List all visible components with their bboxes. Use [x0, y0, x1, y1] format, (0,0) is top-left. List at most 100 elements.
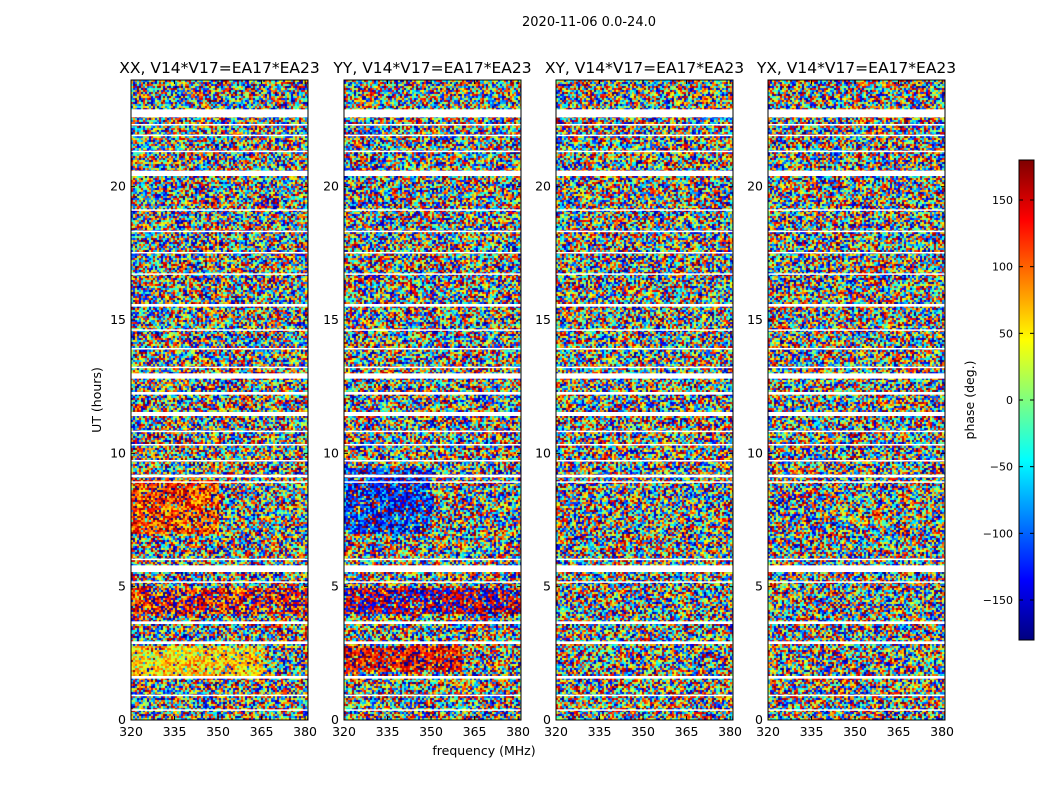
flagged-band	[556, 676, 733, 679]
x-tick-label: 365	[250, 724, 274, 739]
flagged-band	[768, 474, 945, 478]
flagged-band	[768, 558, 945, 561]
flagged-band	[131, 430, 308, 433]
panel-title: XX, V14*V17=EA17*EA23	[119, 59, 319, 77]
x-tick-label: 320	[332, 724, 356, 739]
x-tick-label: 365	[463, 724, 487, 739]
flagged-band	[556, 304, 733, 307]
flagged-band	[768, 170, 945, 176]
flagged-band	[768, 366, 945, 369]
flagged-band	[768, 460, 945, 462]
y-tick-label: 15	[110, 312, 126, 327]
flagged-band	[768, 581, 945, 583]
x-tick-label: 335	[800, 724, 824, 739]
panels: XX, V14*V17=EA17*EA23 320 335 350 365 380 0 5 10…	[110, 59, 956, 739]
flagged-band	[768, 565, 945, 572]
y-tick-label: 10	[110, 445, 126, 460]
x-tick-label: 335	[588, 724, 612, 739]
flagged-band	[556, 170, 733, 176]
flagged-band	[768, 134, 945, 137]
x-tick-label: 350	[419, 724, 443, 739]
flagged-band	[344, 558, 521, 561]
flagged-band	[768, 329, 945, 331]
phase-raster	[768, 80, 945, 720]
y-tick-label: 5	[331, 579, 339, 594]
flagged-band	[344, 694, 521, 697]
x-tick-label: 320	[544, 724, 568, 739]
x-tick-label: 350	[206, 724, 230, 739]
flagged-band	[344, 481, 521, 483]
flagged-band	[344, 348, 521, 350]
flagged-band	[131, 709, 308, 711]
flagged-band	[344, 581, 521, 583]
flagged-band	[556, 694, 733, 697]
colorbar-tick-label: 0	[1006, 394, 1013, 407]
y-tick-label: 15	[323, 312, 339, 327]
colorbar: −150 −100 −50 0 50 100 150	[983, 159, 1035, 641]
flagged-band	[131, 329, 308, 331]
flagged-band	[768, 412, 945, 416]
y-tick-label: 0	[755, 712, 763, 727]
x-tick-label: 380	[506, 724, 530, 739]
flagged-band	[556, 621, 733, 624]
flagged-band	[131, 366, 308, 369]
flagged-band	[344, 209, 521, 211]
panel-frame	[130, 79, 309, 721]
flagged-band	[768, 209, 945, 211]
x-tick-label: 380	[718, 724, 742, 739]
panel-frame	[343, 79, 522, 721]
flagged-band	[344, 273, 521, 275]
y-tick-label: 0	[118, 712, 126, 727]
flagged-band	[556, 134, 733, 137]
flagged-band	[131, 273, 308, 275]
flagged-band	[344, 170, 521, 176]
flagged-band	[556, 558, 733, 561]
flagged-band	[768, 621, 945, 624]
flagged-band	[768, 430, 945, 433]
x-tick-label: 335	[376, 724, 400, 739]
x-tick-label: 335	[163, 724, 187, 739]
flagged-band	[131, 109, 308, 118]
panel-1: XX, V14*V17=EA17*EA23 320 335 350 365 380 0 5 10…	[110, 59, 320, 739]
flagged-band	[768, 392, 945, 395]
y-tick-label: 5	[755, 579, 763, 594]
flagged-band	[344, 109, 521, 118]
flagged-band	[556, 230, 733, 233]
flagged-band	[768, 252, 945, 254]
flagged-band	[131, 392, 308, 395]
phase-raster	[344, 80, 521, 720]
flagged-band	[344, 150, 521, 153]
flagged-band	[344, 676, 521, 679]
colorbar-tick-label: −150	[983, 594, 1013, 607]
flagged-band	[131, 373, 308, 379]
y-tick-label: 15	[535, 312, 551, 327]
flagged-band	[768, 444, 945, 446]
y-tick-label: 20	[323, 179, 339, 194]
flagged-band	[556, 430, 733, 433]
flagged-band	[344, 252, 521, 254]
flagged-band	[768, 304, 945, 307]
y-tick-label: 20	[747, 179, 763, 194]
phase-raster	[556, 80, 733, 720]
flagged-band	[131, 474, 308, 478]
flagged-band	[344, 444, 521, 446]
panel-frame	[767, 79, 946, 721]
flagged-band	[131, 460, 308, 462]
panel-2: YY, V14*V17=EA17*EA23 320 335 350 365 380 0 5 10…	[323, 59, 531, 739]
flagged-band	[131, 621, 308, 624]
flagged-band	[556, 252, 733, 254]
flagged-band	[768, 109, 945, 118]
x-tick-label: 380	[930, 724, 954, 739]
flagged-band	[768, 373, 945, 379]
flagged-band	[556, 150, 733, 153]
flagged-band	[131, 348, 308, 350]
flagged-band	[131, 558, 308, 561]
flagged-band	[768, 348, 945, 350]
colorbar-tick-label: 50	[999, 327, 1013, 340]
flagged-band	[344, 329, 521, 331]
flagged-band	[768, 709, 945, 711]
flagged-band	[768, 481, 945, 483]
flagged-band	[131, 230, 308, 233]
y-tick-label: 10	[323, 445, 339, 460]
